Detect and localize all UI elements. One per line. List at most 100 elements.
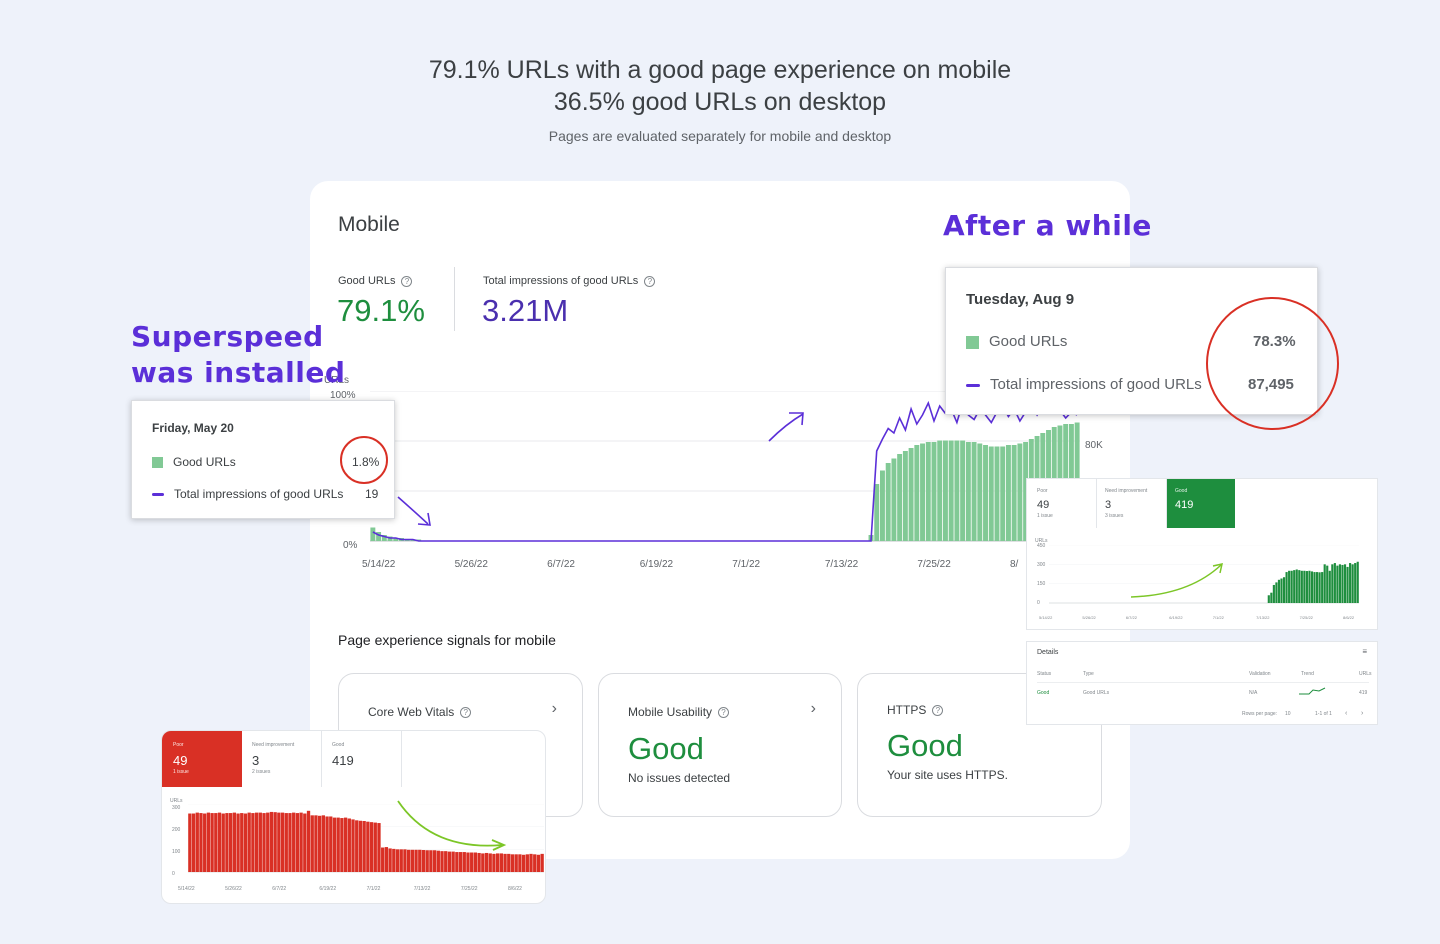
- bar-poor: [458, 852, 463, 872]
- bar-good: [1277, 579, 1281, 603]
- chevron-right-icon[interactable]: ›: [810, 700, 816, 717]
- bar-poor: [395, 849, 400, 872]
- bar-poor: [418, 849, 422, 872]
- x-tick-label: 7/1/22: [366, 886, 381, 892]
- bar-poor: [533, 854, 537, 872]
- details-trend-sparkline: [1299, 687, 1326, 695]
- bar-good: [1308, 570, 1311, 603]
- signal-label: Mobile Usability?: [628, 705, 730, 719]
- bar-poor: [217, 812, 222, 872]
- headline-desktop: 36.5% good URLs on desktop: [553, 88, 887, 116]
- bar-good-urls: [874, 484, 880, 541]
- mobile-chart[interactable]: [370, 391, 1080, 551]
- bar-poor: [358, 820, 363, 872]
- bar-poor: [377, 823, 381, 872]
- prev-page-icon[interactable]: ‹: [1345, 710, 1348, 717]
- bar-poor: [332, 817, 337, 872]
- bar-poor: [392, 848, 396, 872]
- tooltip-row-good: Good URLs: [966, 333, 1067, 350]
- help-icon[interactable]: ?: [932, 705, 944, 717]
- headline-subtitle: Pages are evaluated separately for mobil…: [548, 128, 892, 144]
- bar-poor: [429, 850, 433, 872]
- tooltip-row-impressions: Total impressions of good URLs: [966, 376, 1202, 393]
- bar-poor: [321, 815, 326, 872]
- next-page-icon[interactable]: ›: [1361, 710, 1364, 717]
- tab-need-improvement[interactable]: Need improvement 3 3 issues: [1097, 479, 1167, 528]
- help-icon[interactable]: ?: [460, 707, 472, 719]
- tooltip-date: Tuesday, Aug 9: [966, 291, 1075, 308]
- bar-good-urls: [988, 446, 994, 541]
- details-title: Details: [1037, 649, 1059, 656]
- annotation-before-line1: Superspeed: [131, 320, 324, 353]
- mini-details-table: Details ≡ Status Type Validation Trend U…: [1026, 641, 1378, 725]
- tooltip-row-good: Good URLs: [152, 455, 236, 469]
- mini-good-x-axis: 5/14/22 5/26/22 6/7/22 6/19/22 7/1/22 7/13/22…: [1027, 615, 1377, 623]
- y-tick-label: 150: [1037, 581, 1046, 587]
- bar-good: [1351, 564, 1354, 603]
- mini-poor-chart: [188, 804, 544, 873]
- bar-poor: [462, 852, 466, 872]
- bar-poor: [447, 851, 452, 872]
- tooltip-impressions-value: 19: [365, 487, 379, 501]
- help-icon[interactable]: ?: [644, 275, 656, 287]
- bar-poor: [521, 854, 526, 872]
- bar-good: [1338, 564, 1342, 603]
- bar-poor: [384, 847, 389, 872]
- bar-poor: [440, 851, 444, 872]
- mini-good-chart: [1049, 545, 1359, 604]
- help-icon[interactable]: ?: [718, 707, 730, 719]
- filter-icon[interactable]: ≡: [1362, 647, 1367, 656]
- bar-good: [1298, 570, 1301, 603]
- tab-good[interactable]: Good 419: [1167, 479, 1235, 528]
- bar-poor: [366, 821, 370, 872]
- bar-poor: [273, 812, 277, 872]
- bar-good-urls: [891, 458, 897, 541]
- bar-poor: [536, 854, 541, 872]
- bar-good-urls: [393, 538, 399, 541]
- bar-poor: [288, 813, 292, 872]
- bar-poor: [210, 813, 214, 872]
- highlight-circle: [1206, 297, 1339, 430]
- bar-poor: [455, 852, 459, 872]
- tooltip-row-impressions: Total impressions of good URLs: [152, 487, 343, 501]
- y-tick-label: 0: [1037, 600, 1040, 606]
- x-tick-label: 7/1/22: [732, 559, 761, 570]
- bar-poor: [292, 812, 296, 872]
- bar-poor: [247, 812, 251, 872]
- x-tick-label: 6/19/22: [1169, 615, 1183, 620]
- bar-poor: [499, 853, 504, 872]
- bar-poor: [510, 854, 515, 872]
- tab-good[interactable]: Good 419: [322, 731, 402, 787]
- tab-poor[interactable]: Poor 49 1 issue: [1027, 479, 1097, 528]
- bar-poor: [299, 812, 303, 872]
- bar-good: [1323, 564, 1326, 603]
- bar-good: [1310, 571, 1314, 603]
- bar-good-urls: [925, 442, 931, 541]
- chevron-right-icon[interactable]: ›: [551, 700, 557, 717]
- bar-poor: [266, 812, 270, 872]
- x-tick-label: 5/14/22: [1039, 615, 1053, 620]
- bar-poor: [473, 852, 478, 872]
- bar-poor: [343, 817, 348, 872]
- signal-mobile-usability[interactable]: Mobile Usability? › Good No issues detec…: [598, 673, 842, 817]
- x-tick-label: 7/1/22: [1212, 615, 1224, 620]
- bar-poor: [355, 820, 359, 872]
- help-icon[interactable]: ?: [401, 275, 413, 287]
- bar-poor: [340, 818, 344, 872]
- bar-good: [1288, 570, 1291, 603]
- bar-good-urls: [370, 527, 376, 541]
- line-impressions: [372, 396, 1078, 542]
- tab-poor[interactable]: Poor 49 1 issue: [162, 731, 242, 787]
- bar-good-urls: [954, 440, 960, 541]
- bar-good-urls: [994, 446, 1000, 541]
- bar-good: [1326, 565, 1329, 603]
- bar-good: [1290, 570, 1293, 603]
- bar-poor: [325, 816, 329, 872]
- tab-need-improvement[interactable]: Need improvement 3 2 issues: [242, 731, 322, 787]
- bar-poor: [295, 813, 300, 872]
- bar-poor: [336, 817, 340, 872]
- bar-poor: [221, 813, 225, 872]
- bar-good: [1318, 572, 1321, 603]
- bar-poor: [495, 853, 500, 872]
- tooltip-date: Friday, May 20: [152, 421, 234, 435]
